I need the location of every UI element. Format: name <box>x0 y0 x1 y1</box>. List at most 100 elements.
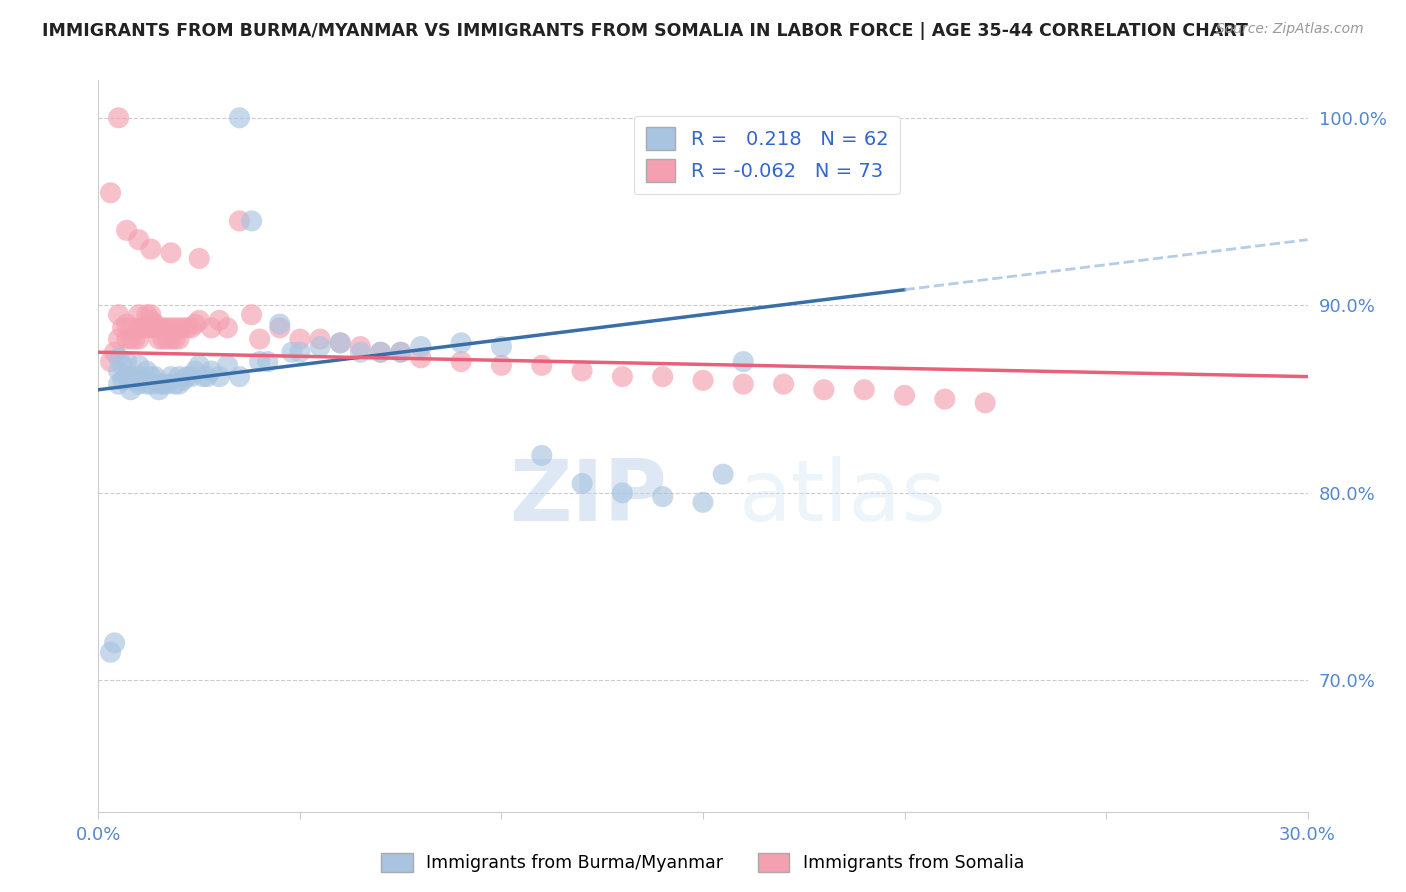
Point <box>249 354 271 368</box>
Point <box>167 369 190 384</box>
Point <box>128 332 150 346</box>
Point <box>288 332 311 346</box>
Point <box>180 321 202 335</box>
Point <box>107 377 129 392</box>
Point <box>612 369 634 384</box>
Point <box>813 383 835 397</box>
Point <box>167 321 190 335</box>
Point <box>156 321 179 335</box>
Point <box>163 377 186 392</box>
Point <box>571 364 593 378</box>
Point <box>107 364 129 378</box>
Point <box>143 369 166 384</box>
Point <box>240 214 263 228</box>
Point <box>530 359 553 373</box>
Point <box>200 364 222 378</box>
Point <box>176 369 198 384</box>
Point <box>329 335 352 350</box>
Point <box>124 332 146 346</box>
Point <box>349 345 371 359</box>
Point <box>124 373 146 387</box>
Point <box>772 377 794 392</box>
Point <box>450 354 472 368</box>
Point <box>139 242 162 256</box>
Point <box>107 351 129 365</box>
Point <box>188 359 211 373</box>
Point <box>163 321 186 335</box>
Point <box>111 321 134 335</box>
Point <box>733 377 755 392</box>
Point <box>188 313 211 327</box>
Point <box>692 373 714 387</box>
Point <box>115 332 138 346</box>
Point <box>128 321 150 335</box>
Point <box>370 345 392 359</box>
Point <box>172 373 194 387</box>
Point <box>228 369 250 384</box>
Point <box>148 332 170 346</box>
Point <box>139 321 162 335</box>
Point <box>103 345 125 359</box>
Point <box>148 383 170 397</box>
Point <box>167 332 190 346</box>
Point <box>228 214 250 228</box>
Point <box>195 369 218 384</box>
Point <box>152 332 174 346</box>
Point <box>409 340 432 354</box>
Point <box>163 332 186 346</box>
Text: ZIP: ZIP <box>509 456 666 539</box>
Point <box>120 321 142 335</box>
Point <box>309 332 332 346</box>
Point <box>172 321 194 335</box>
Point <box>135 308 157 322</box>
Point <box>115 354 138 368</box>
Point <box>692 495 714 509</box>
Text: atlas: atlas <box>740 456 948 539</box>
Point <box>120 332 142 346</box>
Point <box>200 321 222 335</box>
Point <box>349 340 371 354</box>
Point <box>491 340 513 354</box>
Point <box>128 369 150 384</box>
Text: IMMIGRANTS FROM BURMA/MYANMAR VS IMMIGRANTS FROM SOMALIA IN LABOR FORCE | AGE 35: IMMIGRANTS FROM BURMA/MYANMAR VS IMMIGRA… <box>42 22 1249 40</box>
Point <box>139 308 162 322</box>
Point <box>269 317 291 331</box>
Point <box>135 321 157 335</box>
Point <box>176 321 198 335</box>
Point <box>269 321 291 335</box>
Point <box>111 359 134 373</box>
Point <box>571 476 593 491</box>
Point <box>217 321 239 335</box>
Point <box>107 308 129 322</box>
Point <box>128 308 150 322</box>
Point <box>491 359 513 373</box>
Point <box>115 369 138 384</box>
Point <box>733 354 755 368</box>
Point <box>111 373 134 387</box>
Point <box>184 317 207 331</box>
Point <box>103 636 125 650</box>
Point <box>143 321 166 335</box>
Point <box>132 373 155 387</box>
Point <box>128 233 150 247</box>
Point <box>120 369 142 384</box>
Legend: R =   0.218   N = 62, R = -0.062   N = 73: R = 0.218 N = 62, R = -0.062 N = 73 <box>634 116 900 194</box>
Point <box>160 369 183 384</box>
Point <box>160 321 183 335</box>
Point <box>651 369 673 384</box>
Point <box>148 321 170 335</box>
Point <box>281 345 304 359</box>
Point <box>193 369 215 384</box>
Point <box>184 364 207 378</box>
Point <box>256 354 278 368</box>
Point <box>974 396 997 410</box>
Point <box>389 345 412 359</box>
Point <box>208 313 231 327</box>
Point <box>152 321 174 335</box>
Point <box>139 313 162 327</box>
Point <box>530 449 553 463</box>
Point <box>100 645 122 659</box>
Point <box>148 377 170 392</box>
Point <box>934 392 956 406</box>
Point <box>180 369 202 384</box>
